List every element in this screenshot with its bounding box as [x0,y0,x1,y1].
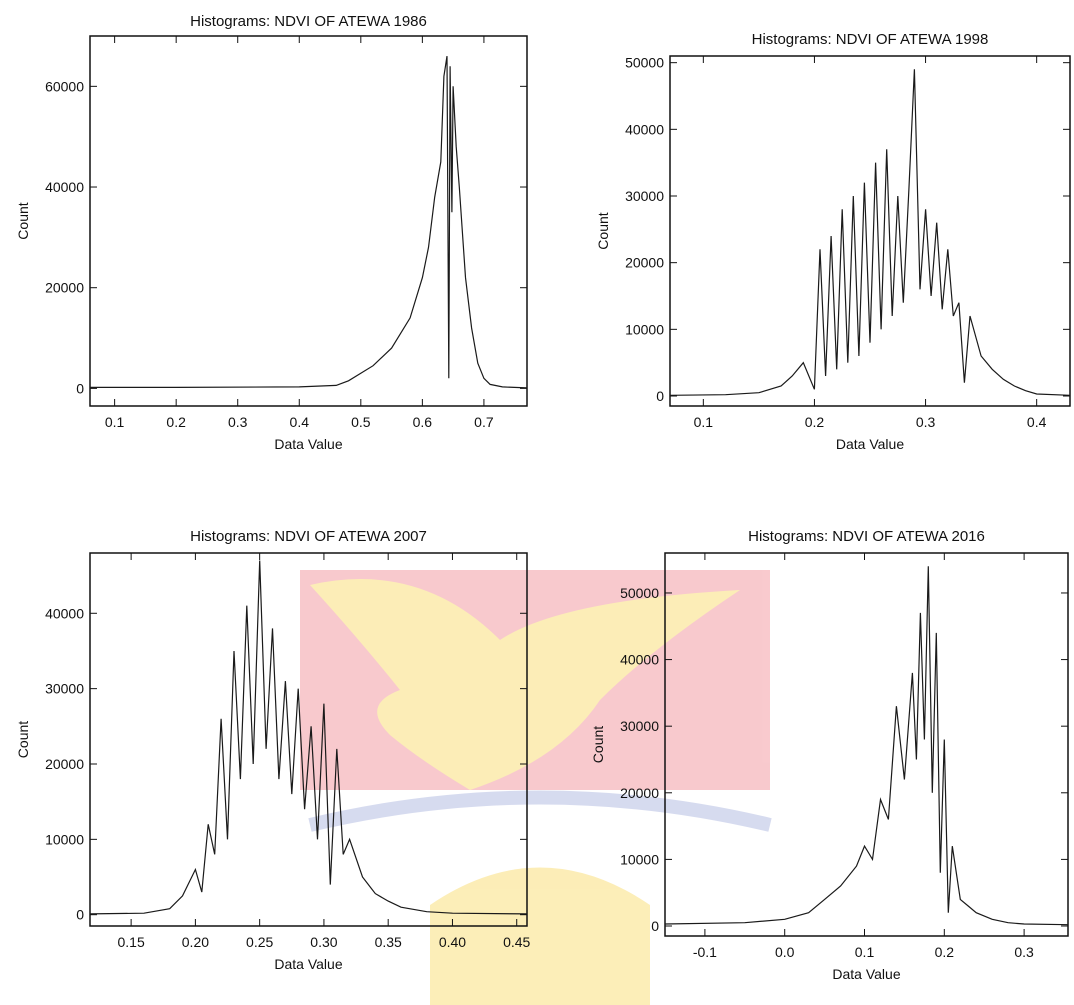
x-tick-label: 0.15 [118,934,145,950]
x-tick-label: 0.25 [246,934,273,950]
y-tick-label: 50000 [620,585,659,601]
plot-frame [664,552,1069,937]
x-tick-label: 0.2 [166,414,186,430]
x-tick-label: 0.35 [375,934,402,950]
x-tick-label: 0.1 [105,414,125,430]
y-tick-label: 40000 [625,121,664,137]
histogram-line [669,69,1071,396]
y-tick-label: 40000 [620,652,659,668]
y-axis-label: Count [590,726,606,763]
y-tick-label: 20000 [45,280,84,296]
watermark [300,570,772,1005]
y-tick-label: 40000 [45,179,84,195]
histogram-line [90,56,528,389]
x-tick-label: 0.5 [351,414,371,430]
y-tick-label: 10000 [620,851,659,867]
x-tick-label: 0.40 [439,934,466,950]
x-tick-label: 0.20 [182,934,209,950]
x-tick-label: 0.45 [503,934,530,950]
chart-title: Histograms: NDVI OF ATEWA 2007 [190,528,427,545]
y-axis-label: Count [15,202,31,239]
plot-frame [89,552,528,927]
x-tick-label: 0.3 [916,414,936,430]
histogram-line [664,566,1069,926]
y-tick-label: 10000 [625,321,664,337]
y-tick-label: 0 [656,388,664,404]
histogram-panel-2016: Histograms: NDVI OF ATEWA 2016 -0.1 0.0 0.1… [590,528,1069,982]
y-tick-label: 40000 [45,605,84,621]
watermark-red-band [300,570,770,790]
histogram-panel-1998: Histograms: NDVI OF ATEWA 1998 0.1 0.2 0.3 0… [595,31,1071,452]
y-tick-label: 30000 [45,681,84,697]
y-tick-label: 20000 [620,785,659,801]
x-tick-label: 0.7 [474,414,494,430]
watermark-blue-band [308,790,772,832]
plot-frame [669,55,1071,407]
y-tick-label: 10000 [45,831,84,847]
watermark-eagle-icon [310,579,740,790]
x-tick-label: 0.0 [775,944,795,960]
x-tick-label: 0.6 [413,414,433,430]
x-tick-label: 0.30 [310,934,337,950]
chart-title: Histograms: NDVI OF ATEWA 1998 [752,31,989,48]
x-tick-label: 0.4 [290,414,310,430]
x-tick-label: -0.1 [693,944,717,960]
x-tick-label: 0.3 [228,414,248,430]
x-tick-label: 0.4 [1027,414,1047,430]
y-tick-label: 20000 [45,756,84,772]
y-axis-label: Count [595,212,611,249]
x-tick-label: 0.1 [694,414,714,430]
y-tick-label: 30000 [625,188,664,204]
y-axis-label: Count [15,721,31,758]
chart-title: Histograms: NDVI OF ATEWA 2016 [748,528,985,545]
plot-frame [89,35,528,407]
x-axis-label: Data Value [836,436,904,452]
histogram-panel-1986: Histograms: NDVI OF ATEWA 1986 0.1 0.2 0.3 0… [15,13,528,452]
histogram-line [89,560,528,915]
x-tick-label: 0.2 [935,944,955,960]
watermark-shield-icon [430,867,650,1005]
x-tick-label: 0.2 [805,414,825,430]
x-axis-label: Data Value [274,436,342,452]
y-tick-label: 50000 [625,55,664,71]
y-tick-label: 30000 [620,718,659,734]
y-tick-label: 0 [76,907,84,923]
x-tick-label: 0.1 [855,944,875,960]
y-tick-label: 20000 [625,255,664,271]
x-axis-label: Data Value [832,966,900,982]
y-tick-label: 0 [76,380,84,396]
histogram-panel-2007: Histograms: NDVI OF ATEWA 2007 0.15 0.20 0.… [15,528,531,972]
x-tick-label: 0.3 [1014,944,1034,960]
x-axis-label: Data Value [274,956,342,972]
y-tick-label: 0 [651,918,659,934]
chart-title: Histograms: NDVI OF ATEWA 1986 [190,13,427,30]
y-tick-label: 60000 [45,78,84,94]
